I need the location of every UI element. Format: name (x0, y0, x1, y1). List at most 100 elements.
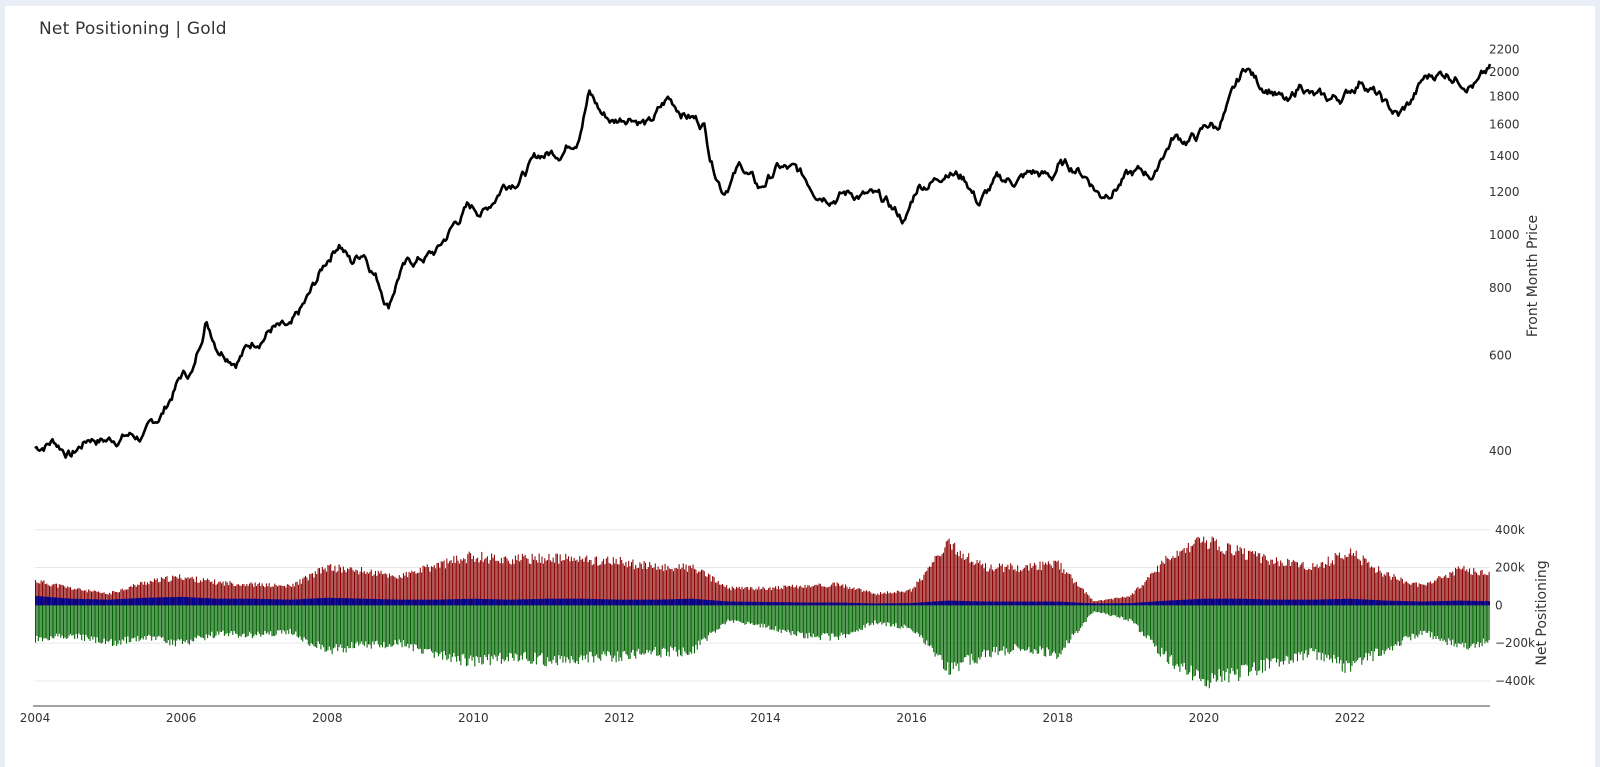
short-bar (1110, 605, 1112, 616)
long-bar (696, 573, 698, 606)
short-bar (807, 605, 809, 639)
long-bar (1028, 570, 1030, 606)
short-bar (808, 605, 810, 633)
long-bar (250, 582, 252, 606)
long-bar (404, 575, 406, 606)
short-bar (274, 605, 276, 637)
other-bar (1063, 601, 1065, 606)
long-bar (437, 562, 439, 606)
other-bar (860, 603, 862, 606)
long-bar (717, 580, 719, 606)
other-bar (432, 599, 434, 606)
other-bar (1190, 599, 1193, 606)
long-bar (1313, 566, 1315, 606)
long-bar (1109, 598, 1111, 606)
long-bar (391, 575, 393, 606)
short-bar (250, 605, 252, 634)
long-bar (1460, 569, 1462, 606)
other-bar (281, 599, 283, 606)
short-bar (48, 605, 51, 640)
short-bar (1366, 605, 1368, 661)
short-bar (1372, 605, 1374, 662)
short-bar (1302, 605, 1304, 661)
long-bar (804, 584, 806, 606)
other-bar (393, 599, 395, 606)
long-bar (720, 584, 722, 606)
other-bar (991, 601, 994, 606)
short-bar (769, 605, 771, 630)
long-bar (1422, 584, 1424, 606)
short-bar (1281, 605, 1283, 662)
short-bar (1351, 605, 1353, 666)
long-bar (542, 563, 544, 606)
other-bar (170, 597, 173, 606)
long-bar (337, 571, 339, 606)
short-bar (324, 605, 326, 652)
long-bar (535, 560, 537, 606)
other-bar (316, 598, 318, 606)
short-bar (896, 605, 898, 629)
other-bar (889, 603, 892, 606)
other-bar (111, 599, 114, 606)
other-bar (75, 598, 77, 606)
short-bar (1049, 605, 1051, 656)
long-bar (941, 554, 943, 606)
long-bar (1021, 570, 1023, 606)
long-bar (661, 565, 663, 606)
long-bar (1088, 595, 1090, 606)
long-bar (776, 589, 778, 606)
long-bar (1075, 581, 1077, 606)
other-bar (1014, 601, 1016, 606)
other-bar (617, 599, 619, 606)
long-bar (1158, 572, 1160, 606)
long-bar (1231, 553, 1233, 606)
other-bar (381, 599, 384, 606)
short-bar (973, 605, 975, 664)
other-bar (1485, 601, 1488, 606)
short-bar (947, 605, 949, 663)
other-bar (1131, 602, 1134, 606)
other-bar (990, 601, 992, 606)
short-bar (805, 605, 807, 634)
other-bar (1119, 603, 1121, 606)
other-bar (131, 598, 133, 606)
short-bar (558, 605, 560, 656)
short-bar (313, 605, 315, 647)
short-bar (432, 605, 434, 653)
long-bar (1389, 576, 1391, 606)
other-bar (1085, 603, 1088, 606)
other-bar (1427, 601, 1429, 606)
short-bar (688, 605, 690, 655)
other-bar (1064, 601, 1067, 606)
short-bar (894, 605, 896, 627)
other-bar (152, 597, 154, 606)
other-bar (916, 602, 918, 606)
long-bar (1019, 570, 1021, 606)
short-bar (1400, 605, 1402, 646)
short-bar (527, 605, 529, 662)
short-bar (1401, 605, 1403, 641)
other-bar (927, 601, 929, 606)
short-bar (1180, 605, 1182, 664)
other-bar (523, 599, 525, 606)
long-bar (468, 551, 470, 606)
short-bar (158, 605, 160, 636)
short-bar (1189, 605, 1191, 673)
long-bar (1427, 582, 1429, 606)
other-bar (402, 599, 405, 606)
long-bar (366, 571, 368, 606)
other-bar (1477, 600, 1479, 606)
short-bar (899, 605, 901, 629)
long-bar (1168, 558, 1170, 606)
long-bar (1359, 560, 1361, 606)
short-bar (1057, 605, 1059, 658)
long-bar (1108, 599, 1110, 606)
short-bar (977, 605, 979, 658)
short-bar (1108, 605, 1110, 615)
long-bar (1274, 562, 1276, 606)
long-bar (1441, 578, 1443, 606)
short-bar (310, 605, 312, 644)
short-bar (615, 605, 617, 663)
other-bar (801, 602, 804, 606)
other-bar (734, 601, 736, 606)
